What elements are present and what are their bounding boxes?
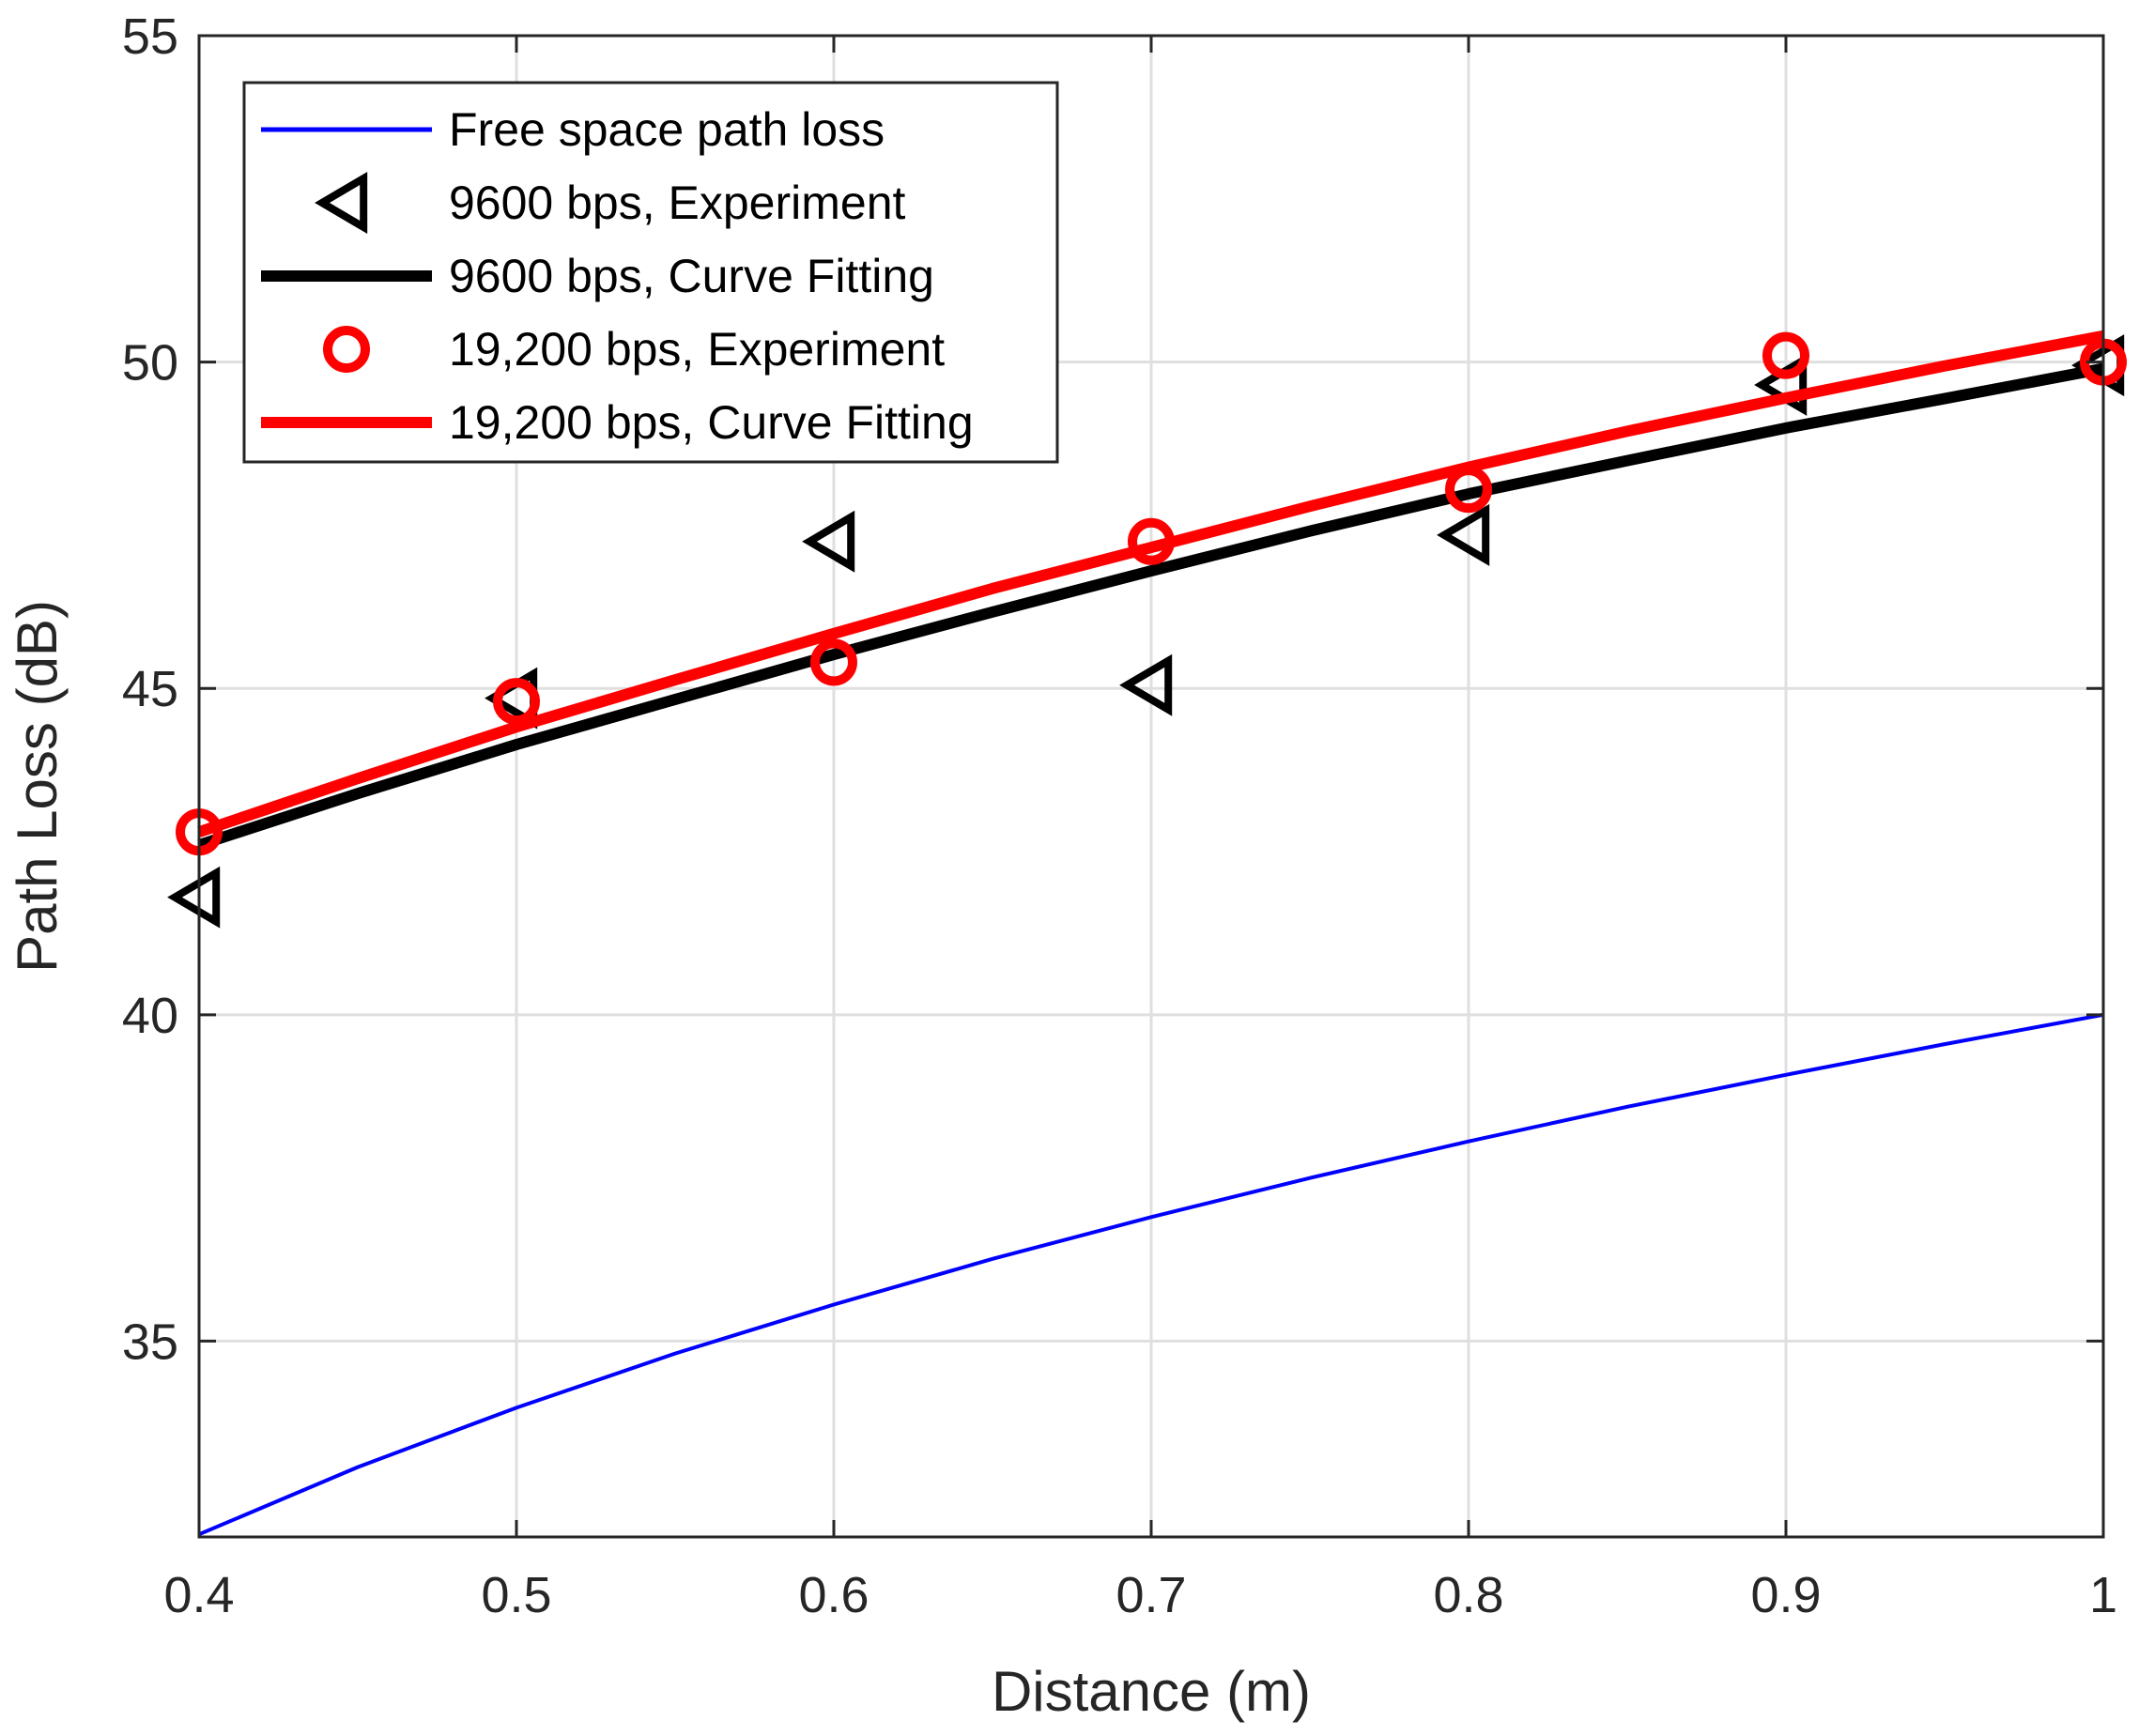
legend-swatch-triangle [315, 172, 368, 234]
y-tick-label: 35 [122, 1314, 178, 1370]
data-point-triangle [802, 510, 855, 573]
legend-label: 9600 bps, Curve Fitting [449, 250, 934, 302]
y-axis-label: Path Loss (dB) [6, 600, 69, 973]
legend: Free space path loss 9600 bps, Experiment… [242, 81, 1059, 464]
data-point-triangle [167, 866, 221, 929]
legend-swatch-circle [323, 326, 370, 373]
series-layer [167, 330, 2127, 1537]
x-tick-label: 0.6 [798, 1567, 869, 1623]
y-tick-label: 50 [122, 335, 178, 392]
series-free-space-path-loss [198, 1012, 2104, 1537]
data-point-circle [493, 678, 540, 726]
legend-label: 9600 bps, Experiment [449, 177, 906, 229]
y-tick-label: 55 [122, 8, 178, 65]
series-line [197, 362, 2105, 851]
series-19-200-bps-curve-fitting [197, 330, 2105, 837]
ticks: 0.4 0.5 0.6 0.7 0.8 0.9 1 35 40 45 50 55 [122, 8, 2117, 1623]
y-tick-label: 40 [122, 988, 178, 1044]
x-tick-label: 0.4 [163, 1567, 234, 1623]
x-tick-label: 0.8 [1433, 1567, 1503, 1623]
x-axis-label: Distance (m) [992, 1660, 1311, 1723]
legend-label: Free space path loss [449, 103, 885, 156]
legend-label: 19,200 bps, Experiment [449, 323, 945, 376]
series-line [198, 1012, 2104, 1537]
x-tick-label: 0.7 [1116, 1567, 1186, 1623]
data-point-circle [1762, 331, 1809, 379]
series-9600-bps-curve-fitting [197, 362, 2105, 851]
x-tick-label: 0.9 [1750, 1567, 1821, 1623]
data-point-triangle [1437, 503, 1490, 566]
legend-label: 19,200 bps, Curve Fitting [449, 396, 974, 449]
series-line [197, 330, 2105, 837]
data-point-circle [810, 638, 857, 686]
y-tick-label: 45 [122, 661, 178, 717]
data-point-triangle [1119, 653, 1173, 716]
x-tick-label: 0.5 [481, 1567, 551, 1623]
x-tick-label: 1 [2089, 1567, 2117, 1623]
